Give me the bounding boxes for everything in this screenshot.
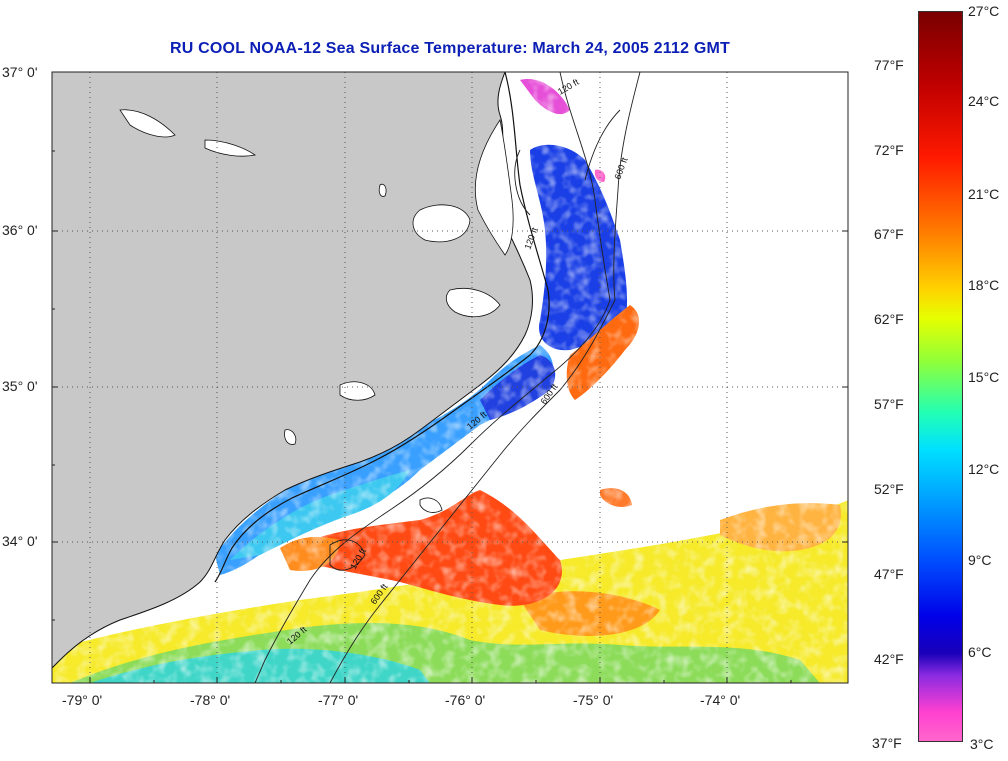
- colorbar-f-label: 42°F: [874, 651, 904, 667]
- colorbar-c-label: 12°C: [968, 461, 1000, 477]
- map-frame: [51, 71, 849, 684]
- axis-ticks: [52, 150, 848, 683]
- colorbar-f-label: 52°F: [874, 481, 904, 497]
- colorbar-f-label: 47°F: [874, 566, 904, 582]
- colorbar-f-label: 77°F: [874, 57, 904, 73]
- sst-map: 120 ft 600 ft 120 ft 120 ft 600 ft 120 f…: [51, 71, 849, 684]
- colorbar-c-label: 24°C: [968, 93, 1000, 109]
- colorbar-c-label: 27°C: [968, 3, 1000, 19]
- colorbar-f-label: 67°F: [874, 226, 904, 242]
- map-title: RU COOL NOAA-12 Sea Surface Temperature:…: [170, 40, 730, 57]
- lat-label: 36° 0': [2, 222, 38, 238]
- lon-label: -74° 0': [700, 692, 741, 708]
- lat-label: 35° 0': [2, 378, 38, 394]
- temperature-colorbar: [918, 11, 963, 742]
- colorbar-c-label: 18°C: [968, 277, 1000, 293]
- lon-label: -76° 0': [445, 692, 486, 708]
- inland-waters: [119, 109, 514, 445]
- lat-label: 34° 0': [2, 533, 38, 549]
- graticule: [52, 72, 848, 683]
- outer-banks: [214, 72, 550, 583]
- colorbar-c-label: 15°C: [968, 369, 1000, 385]
- lon-label: -77° 0': [318, 692, 359, 708]
- colorbar-c-label: 6°C: [968, 644, 992, 660]
- colorbar-f-label: 62°F: [874, 311, 904, 327]
- colorbar-c-label: 9°C: [968, 552, 992, 568]
- colorbar-c-label: 21°C: [968, 186, 1000, 202]
- colorbar-c-label: 3°C: [970, 736, 994, 752]
- lon-label: -79° 0': [62, 692, 103, 708]
- colorbar-f-label: 72°F: [874, 142, 904, 158]
- lon-label: -78° 0': [190, 692, 231, 708]
- colorbar-f-label: 57°F: [874, 396, 904, 412]
- lat-label: 37° 0': [2, 64, 38, 80]
- colorbar-f-label: 37°F: [872, 735, 902, 751]
- isobath-contours: [254, 72, 641, 683]
- lon-label: -75° 0': [573, 692, 614, 708]
